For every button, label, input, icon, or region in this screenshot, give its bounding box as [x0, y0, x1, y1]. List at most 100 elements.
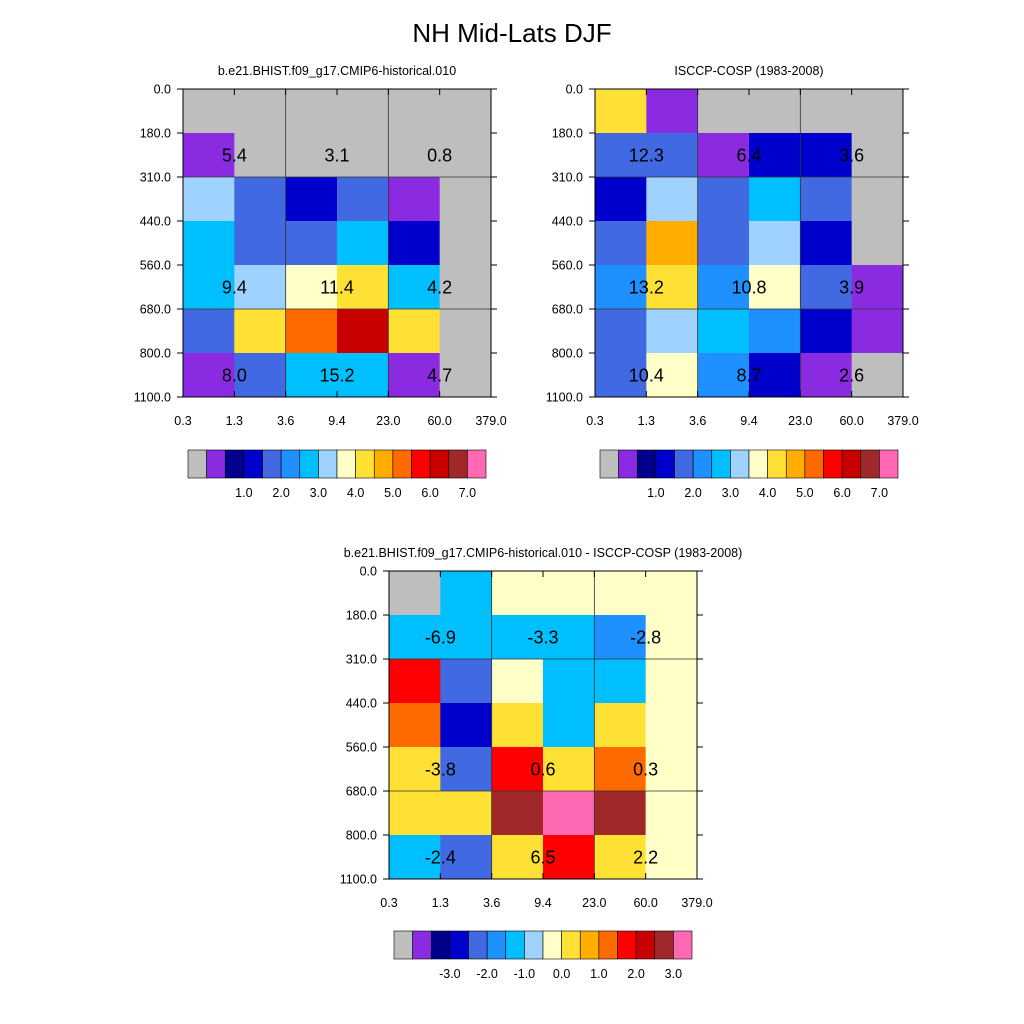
heatmap-cell	[543, 615, 595, 660]
colorbar-swatch	[617, 930, 637, 960]
heatmap-cell	[749, 133, 801, 178]
heatmap-cell	[749, 177, 801, 222]
colorbar-swatch	[206, 449, 226, 479]
colorbar-swatch	[654, 930, 674, 960]
colorbar-swatch	[823, 449, 843, 479]
heatmap-cell	[337, 353, 389, 398]
x-tick-label: 0.3	[586, 414, 603, 428]
y-tick-label: 180.0	[140, 127, 171, 141]
heatmap-cell	[595, 265, 647, 310]
heatmap-cell	[543, 747, 595, 792]
data-label: -3.3	[527, 628, 558, 648]
data-label: 6.5	[530, 848, 555, 868]
heatmap-cell	[285, 353, 338, 398]
heatmap-cell	[543, 791, 595, 836]
colorbar-label: 1.0	[235, 486, 252, 500]
heatmap-cell	[697, 133, 750, 178]
colorbar-swatch	[243, 449, 263, 479]
heatmap-cell	[285, 221, 338, 266]
colorbar-swatch	[429, 449, 450, 479]
heatmap-cell	[697, 177, 750, 222]
heatmap-cell	[439, 89, 492, 134]
heatmap-cell	[388, 353, 440, 398]
heatmap-cell	[645, 791, 698, 836]
y-tick-label: 1100.0	[546, 391, 583, 405]
data-label: 12.3	[629, 146, 664, 166]
y-tick-label: 310.0	[346, 653, 377, 667]
colorbar-label: 2.0	[684, 486, 701, 500]
data-label: 13.2	[629, 278, 664, 298]
colorbar-swatch	[618, 449, 638, 479]
heatmap-cell	[388, 89, 440, 134]
colorbar-swatch	[412, 930, 432, 960]
panel-title: ISCCP-COSP (1983-2008)	[674, 64, 823, 78]
chart-panel-3: b.e21.BHIST.f09_g17.CMIP6-historical.010…	[340, 546, 743, 981]
heatmap-cell	[645, 615, 698, 660]
x-tick-label: 60.0	[633, 896, 657, 910]
data-label: 11.4	[320, 278, 354, 298]
colorbar-swatch	[187, 449, 207, 479]
heatmap-cell	[595, 133, 647, 178]
heatmap-cell	[388, 177, 440, 222]
heatmap-cell	[439, 221, 492, 266]
heatmap-cell	[389, 747, 441, 792]
heatmap-cell	[285, 309, 338, 354]
y-tick-label: 800.0	[140, 347, 171, 361]
colorbar-swatch	[392, 449, 412, 479]
colorbar-swatch	[674, 449, 694, 479]
heatmap-cell	[337, 133, 389, 178]
heatmap-cell	[697, 353, 750, 398]
heatmap-cell	[646, 353, 698, 398]
heatmap-cell	[491, 659, 544, 704]
heatmap-cell	[697, 309, 750, 354]
data-label: -2.8	[630, 628, 661, 648]
heatmap-cell	[594, 791, 646, 836]
data-label: -3.8	[425, 760, 456, 780]
heatmap-cell	[645, 571, 698, 616]
colorbar-swatch	[486, 930, 507, 960]
y-tick-label: 180.0	[552, 127, 583, 141]
heatmap-cell	[800, 177, 852, 222]
x-tick-label: 379.0	[681, 896, 712, 910]
y-tick-label: 310.0	[140, 171, 171, 185]
heatmap-cell	[749, 221, 801, 266]
colorbar-swatch	[804, 449, 824, 479]
heatmap-cell	[697, 89, 750, 134]
heatmap-cell	[439, 265, 492, 310]
colorbar-label: 7.0	[871, 486, 888, 500]
heatmap-cell	[851, 89, 904, 134]
heatmap-cell	[543, 571, 595, 616]
colorbar-swatch	[448, 449, 468, 479]
heatmap-cell	[749, 265, 801, 310]
x-tick-label: 379.0	[887, 414, 918, 428]
x-tick-label: 23.0	[788, 414, 812, 428]
x-tick-label: 3.6	[483, 896, 500, 910]
heatmap-cell	[234, 89, 286, 134]
data-label: 2.6	[839, 366, 864, 386]
heatmap-cell	[800, 309, 852, 354]
heatmap-cell	[388, 309, 440, 354]
heatmap-cell	[800, 133, 852, 178]
y-tick-label: 560.0	[140, 259, 171, 273]
colorbar-swatch	[524, 930, 544, 960]
colorbar-swatch	[262, 449, 282, 479]
heatmap-cell	[646, 309, 698, 354]
heatmap-cell	[543, 659, 595, 704]
heatmap-cell	[800, 265, 852, 310]
heatmap-cell	[285, 133, 338, 178]
x-tick-label: 1.3	[432, 896, 449, 910]
heatmap-cell	[646, 265, 698, 310]
heatmap-cell	[389, 703, 441, 748]
heatmap-cell	[183, 309, 235, 354]
data-label: 3.1	[324, 146, 349, 166]
colorbar-label: 1.0	[647, 486, 664, 500]
x-tick-label: 60.0	[839, 414, 863, 428]
heatmap-cell	[594, 835, 646, 880]
heatmap-cell	[440, 571, 492, 616]
data-label: 8.0	[222, 366, 247, 386]
heatmap-cell	[595, 353, 647, 398]
data-label: 3.9	[839, 278, 864, 298]
colorbar-label: 6.0	[833, 486, 850, 500]
heatmap-cell	[491, 703, 544, 748]
heatmap-cell	[388, 133, 440, 178]
